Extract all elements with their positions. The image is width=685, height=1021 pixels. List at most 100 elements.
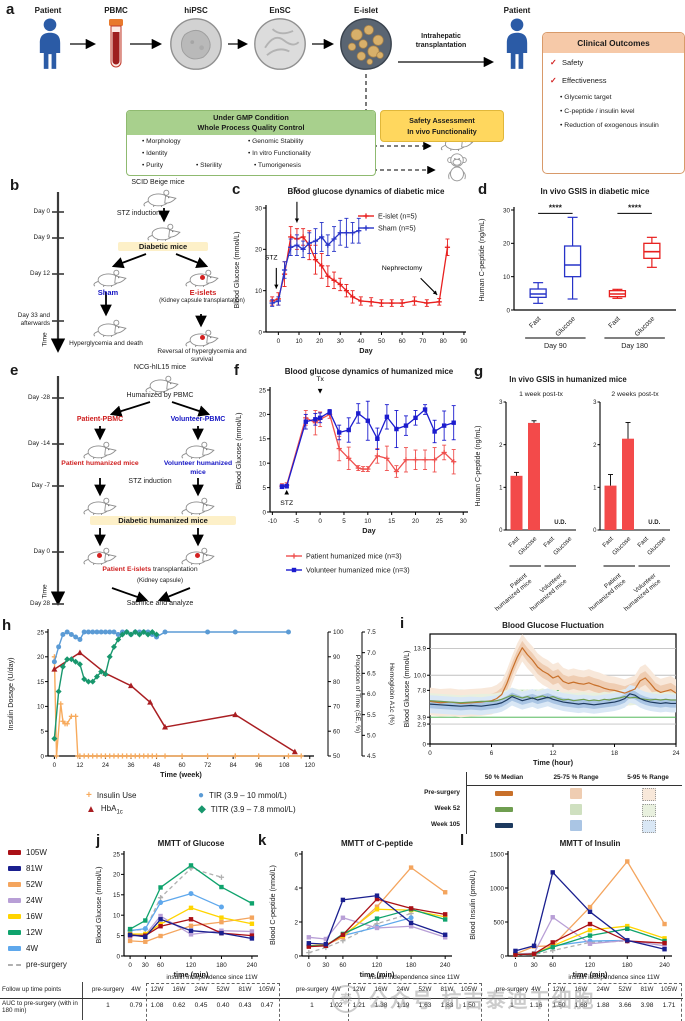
- svg-text:0: 0: [294, 953, 298, 960]
- auc-cell: 1.16: [529, 1002, 543, 1009]
- svg-text:Patient humanized mice (n=3): Patient humanized mice (n=3): [306, 552, 402, 561]
- svg-text:15: 15: [37, 679, 45, 686]
- svg-text:-10: -10: [268, 518, 278, 525]
- auc-cell: 0.79: [129, 1002, 143, 1009]
- h-legend-label: HbA1c: [100, 804, 123, 816]
- panel-e-arrows: [50, 376, 211, 606]
- mouse-icon: [143, 189, 177, 207]
- legend-swatch-icon: [8, 930, 21, 935]
- auc-cell: 1.02: [329, 1002, 343, 1009]
- panel-f-label: f: [234, 362, 239, 379]
- svg-text:0: 0: [428, 750, 432, 757]
- panel-i-label: i: [400, 615, 405, 632]
- svg-text:7.5: 7.5: [367, 629, 376, 636]
- auc-cell: pre-surgery: [495, 986, 529, 993]
- auc-cell: 4W: [331, 986, 341, 993]
- svg-text:0: 0: [422, 741, 426, 748]
- b-reversal: Reversal of hyperglycemia and survival: [157, 348, 247, 364]
- svg-text:10: 10: [295, 338, 303, 345]
- auc-cell: insulin independence since 11W: [166, 974, 258, 981]
- svg-text:U.D.: U.D.: [648, 520, 660, 526]
- cgm-legend-header: 50 % Median: [484, 774, 524, 781]
- chart-mmtt-cpeptide: MMTT of C-peptide 0 2 4 6 Blood C-peptide (nm…: [268, 839, 452, 979]
- b-scid-mice: SCID Beige mice: [131, 179, 185, 186]
- svg-text:30: 30: [255, 205, 263, 212]
- svg-text:70: 70: [333, 704, 341, 711]
- gmp-item-identity: Identity: [142, 150, 167, 157]
- e-day-7: Day -7: [31, 482, 50, 489]
- svg-text:30: 30: [531, 962, 539, 969]
- svg-text:0: 0: [116, 953, 120, 960]
- auc-cell: 0.43: [238, 1002, 252, 1009]
- mmtt-legend-label: 16W: [26, 912, 43, 921]
- cgm-legend-swatch: [642, 787, 656, 801]
- insulin-independence-box: [548, 983, 682, 1021]
- svg-text:0: 0: [128, 962, 132, 969]
- svg-text:4.5: 4.5: [367, 753, 376, 760]
- h-legend-marker-icon: ◆: [198, 804, 206, 815]
- legend-swatch-icon: [8, 866, 21, 871]
- graft-dot: [97, 553, 102, 558]
- auc-cell: 0.40: [216, 1002, 230, 1009]
- svg-text:60: 60: [179, 762, 187, 769]
- auc-cell: 1.38: [374, 1002, 388, 1009]
- svg-text:6: 6: [294, 851, 298, 858]
- auc-table: Follow up time points AUC to pre-surgery …: [0, 972, 685, 1021]
- h-legend-label: TITR (3.9 – 7.8 mmol/L): [210, 805, 296, 814]
- mouse-icon: [181, 441, 215, 459]
- chart-mmtt-insulin: MMTT of Insulin 0 500 1000 1500 Blood Insulin…: [468, 839, 672, 979]
- svg-text:25: 25: [436, 518, 444, 525]
- mmtt-legend-item-105W: 105W: [8, 848, 47, 857]
- outcome-bullet-glycemic: Glycemic target: [560, 94, 676, 101]
- e-time-axis-label: Time: [41, 584, 49, 599]
- svg-text:25: 25: [37, 629, 45, 636]
- flow-label-hipsc: hiPSC: [184, 6, 208, 15]
- svg-text:60: 60: [399, 338, 407, 345]
- chart-gsis-humanized-mice: In vivo GSIS in humanized mice Human C-pe…: [475, 375, 670, 613]
- svg-text:10: 10: [259, 461, 267, 468]
- insulin-independence-box: [348, 983, 482, 1021]
- svg-text:50: 50: [378, 338, 386, 345]
- svg-text:10: 10: [255, 288, 263, 295]
- svg-text:90: 90: [460, 338, 468, 345]
- auc-cell: 12W: [150, 986, 164, 993]
- svg-text:0: 0: [514, 962, 518, 969]
- svg-text:time (min): time (min): [174, 970, 209, 979]
- auc-cell: 1.08: [150, 1002, 164, 1009]
- svg-text:Fast: Fast: [542, 535, 556, 549]
- svg-text:MMTT of Glucose: MMTT of Glucose: [158, 839, 225, 848]
- clinical-outcomes-title: Clinical Outcomes: [543, 33, 684, 53]
- auc-cell: 16W: [574, 986, 588, 993]
- flow-label-patient: Patient: [34, 6, 62, 15]
- svg-text:100: 100: [333, 629, 344, 636]
- svg-text:5: 5: [40, 729, 44, 736]
- svg-text:3: 3: [593, 400, 597, 406]
- mmtt-legend-label: 81W: [26, 864, 43, 873]
- svg-text:****: ****: [628, 202, 642, 212]
- cgm-legend-swatch: [570, 787, 582, 799]
- svg-text:Blood C-peptide (nmol/L): Blood C-peptide (nmol/L): [268, 865, 277, 945]
- flow-label-pbmc: PBMC: [104, 6, 128, 15]
- auc-cell: 105W: [460, 986, 478, 993]
- svg-text:500: 500: [493, 919, 504, 926]
- svg-text:▼: ▼: [316, 386, 324, 395]
- svg-text:84: 84: [230, 762, 238, 769]
- svg-text:50: 50: [333, 753, 341, 760]
- svg-text:25: 25: [259, 387, 267, 394]
- panel-c-label: c: [232, 181, 241, 198]
- svg-text:0: 0: [506, 307, 510, 314]
- outcome-effectiveness: Effectiveness: [562, 76, 607, 85]
- mmtt-legend-label: 12W: [26, 928, 43, 937]
- svg-text:30: 30: [337, 338, 345, 345]
- chart-blood-glucose-fluctuation: Blood Glucose Fluctuation 0 2.93.9 7.8 10.0 1…: [402, 621, 680, 767]
- svg-text:40: 40: [357, 338, 365, 345]
- auc-cell: 1.21: [352, 1002, 366, 1009]
- svg-text:Fast: Fast: [636, 535, 650, 549]
- b-time-axis-label: Time: [41, 332, 49, 347]
- cgm-legend-swatch: [495, 790, 513, 796]
- gmp-item-tumorigenesis: Tumorigenesis: [254, 162, 301, 169]
- b-sham: Sham: [97, 288, 119, 297]
- clinical-outcomes-box: Clinical Outcomes: [542, 32, 685, 174]
- b-day0: Day 0: [33, 208, 50, 215]
- mmtt-legend-item-pre-surgery: pre-surgery: [8, 960, 67, 969]
